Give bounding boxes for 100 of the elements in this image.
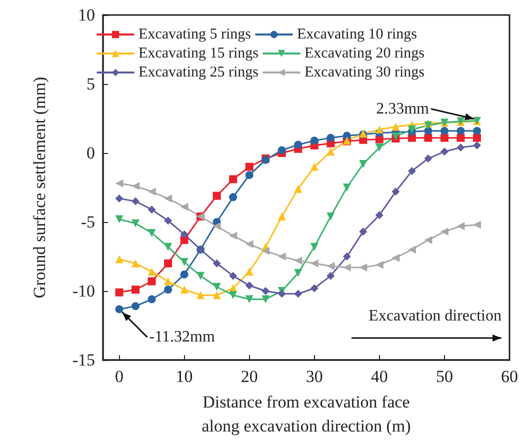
point (326, 212, 335, 220)
point (148, 206, 156, 214)
point (148, 295, 156, 304)
point (310, 284, 318, 292)
point (115, 255, 124, 264)
point (164, 277, 172, 286)
point (310, 136, 318, 145)
point (245, 268, 254, 276)
point (424, 154, 432, 163)
y-tick-label: 0 (86, 144, 95, 162)
point (245, 281, 254, 290)
point (245, 171, 254, 180)
point (440, 134, 448, 142)
x-tick-label: 60 (501, 367, 518, 386)
point (180, 258, 188, 266)
point (212, 291, 221, 300)
point (456, 222, 465, 230)
point (196, 272, 205, 280)
point (294, 184, 302, 193)
point (229, 291, 238, 300)
point (164, 216, 172, 225)
point (456, 126, 465, 135)
point (342, 252, 351, 260)
point (132, 219, 140, 228)
point (148, 188, 156, 196)
point (180, 270, 188, 278)
x-tick-label: 40 (370, 367, 388, 386)
point (326, 262, 335, 270)
point (180, 230, 188, 238)
point (472, 126, 481, 135)
point (342, 184, 351, 192)
point (180, 236, 188, 244)
point (278, 252, 286, 260)
x-tick-label: 10 (176, 367, 193, 386)
y-tick-label: -5 (80, 212, 95, 232)
point (115, 215, 124, 224)
point (359, 160, 368, 168)
point (440, 148, 448, 156)
point (326, 134, 335, 142)
y-tick-label: 5 (86, 74, 95, 94)
annotation: Excavation direction (368, 308, 502, 324)
point (392, 254, 400, 262)
x-tick-label: 20 (240, 367, 258, 386)
point (342, 132, 351, 140)
point (472, 220, 481, 229)
point (278, 146, 286, 154)
point (456, 143, 465, 152)
point (408, 246, 416, 254)
legend-label: Excavating 5 rings (138, 26, 252, 42)
point (212, 192, 221, 200)
point (440, 228, 448, 236)
point (132, 197, 140, 206)
point (164, 242, 172, 251)
point (164, 259, 172, 268)
point (196, 291, 205, 300)
point (392, 122, 400, 131)
point (294, 269, 302, 278)
legend-label: Excavating 10 rings (297, 26, 418, 42)
point (164, 194, 172, 203)
point (148, 277, 156, 286)
point (229, 175, 238, 184)
point (212, 282, 221, 291)
point (132, 302, 140, 310)
point (440, 126, 448, 135)
point (229, 193, 238, 202)
point (294, 256, 302, 265)
point (212, 259, 221, 268)
point (132, 286, 140, 294)
point (294, 290, 302, 298)
point (245, 295, 254, 304)
point (456, 134, 465, 142)
y-tick-label: -15 (72, 350, 95, 370)
point (392, 132, 400, 140)
point (115, 288, 124, 296)
point (262, 246, 270, 255)
point (148, 268, 156, 276)
point (375, 260, 384, 269)
point (245, 162, 254, 171)
point (132, 259, 140, 268)
legend-label: Excavating 20 rings (304, 46, 425, 62)
point (180, 286, 188, 294)
point (245, 240, 254, 248)
point (375, 143, 384, 152)
point (229, 272, 238, 280)
point (375, 126, 384, 134)
point (310, 162, 318, 171)
x-tick-label: 30 (306, 367, 323, 386)
y-axis-title: Ground surface settlement (mm) (30, 76, 49, 298)
point (375, 211, 384, 220)
point (229, 232, 238, 240)
x-axis-title: Distance from excavation face along excavation direction (m) (202, 392, 411, 436)
point (424, 126, 432, 135)
point (164, 286, 172, 294)
annotation: 2.33mm (376, 100, 430, 118)
point (115, 194, 124, 203)
annotation: -11.32mm (149, 328, 216, 346)
point (359, 228, 368, 236)
point (132, 182, 140, 190)
point (408, 166, 416, 175)
x-tick-label: 50 (436, 367, 453, 386)
